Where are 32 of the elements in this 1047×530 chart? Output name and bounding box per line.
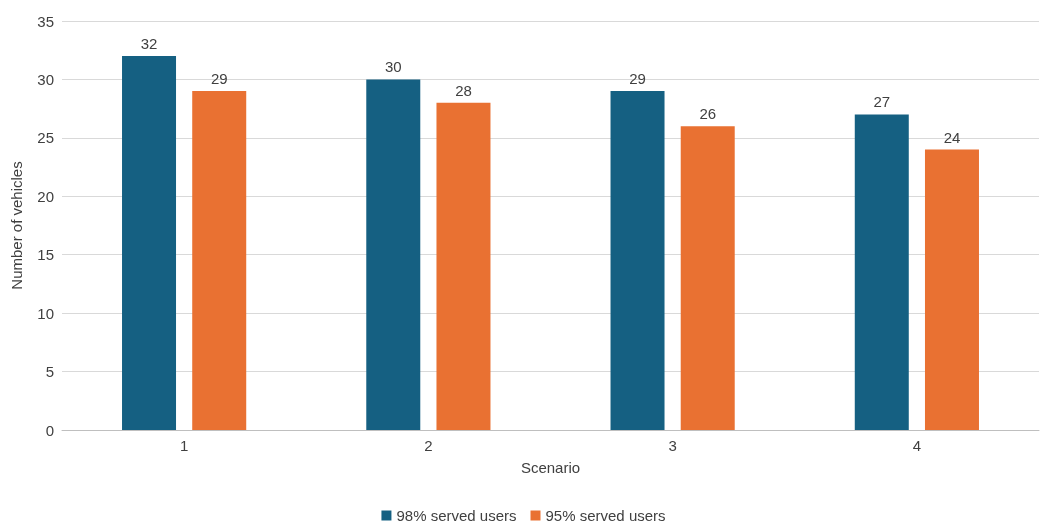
y-tick-label: 10 bbox=[37, 304, 54, 322]
data-label: 32 bbox=[140, 35, 158, 53]
x-tick-label: 1 bbox=[179, 437, 189, 454]
data-label: 30 bbox=[384, 58, 402, 76]
data-label: 26 bbox=[699, 105, 717, 123]
x-tick-label: 2 bbox=[424, 437, 433, 454]
legend-label: 98% served users bbox=[396, 507, 517, 524]
y-tick-label: 20 bbox=[37, 187, 54, 205]
y-tick-label: 0 bbox=[45, 421, 54, 439]
x-axis-title: Scenario bbox=[520, 459, 581, 476]
data-label: 29 bbox=[210, 70, 228, 88]
y-tick-label: 30 bbox=[37, 70, 54, 88]
bar bbox=[436, 102, 491, 430]
bar bbox=[854, 114, 909, 430]
bar bbox=[924, 149, 979, 430]
x-tick-label: 4 bbox=[912, 437, 922, 454]
data-label: 24 bbox=[943, 128, 961, 146]
bar bbox=[610, 91, 665, 430]
y-tick-label: 35 bbox=[37, 12, 54, 30]
y-tick-label: 5 bbox=[45, 363, 54, 381]
legend-label: 95% served users bbox=[545, 507, 666, 524]
y-tick-label: 15 bbox=[37, 246, 54, 264]
bar bbox=[680, 126, 735, 430]
bar bbox=[122, 56, 177, 430]
data-label: 27 bbox=[873, 93, 891, 111]
y-axis-title: Number of vehicles bbox=[8, 161, 25, 290]
data-label: 28 bbox=[455, 81, 472, 99]
bar bbox=[366, 79, 421, 430]
x-tick-label: 3 bbox=[668, 437, 677, 454]
data-label: 29 bbox=[629, 70, 646, 88]
y-tick-label: 25 bbox=[37, 129, 54, 147]
bar bbox=[192, 91, 247, 430]
